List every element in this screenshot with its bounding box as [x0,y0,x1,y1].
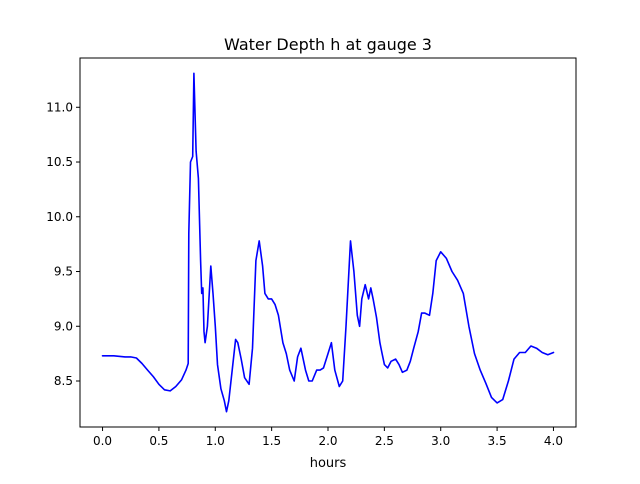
y-tick-label: 9.0 [54,319,73,333]
x-tick-label: 0.0 [93,434,112,448]
x-tick-label: 0.5 [149,434,168,448]
y-tick-label: 11.0 [46,100,73,114]
plot-area [101,72,555,413]
series-line-0 [101,72,555,413]
x-tick-label: 3.0 [431,434,450,448]
x-tick-label: 2.5 [375,434,394,448]
y-tick-label: 10.5 [46,155,73,169]
x-tick-label: 2.0 [318,434,337,448]
y-tick-label: 8.5 [54,374,73,388]
y-tick-label: 10.0 [46,210,73,224]
chart-title: Water Depth h at gauge 3 [224,35,432,54]
y-tick-label: 9.5 [54,265,73,279]
x-tick-label: 4.0 [544,434,563,448]
axis-ticks: 0.0 0.5 1.0 1.5 2.0 2.5 3.0 3.5 4.0 8.5 9.0 9.5 10.0… [46,100,563,448]
axes-frame [79,57,577,428]
x-tick-label: 1.5 [262,434,281,448]
x-tick-label: 1.0 [206,434,225,448]
x-axis-label: hours [310,456,347,471]
x-tick-label: 3.5 [488,434,507,448]
